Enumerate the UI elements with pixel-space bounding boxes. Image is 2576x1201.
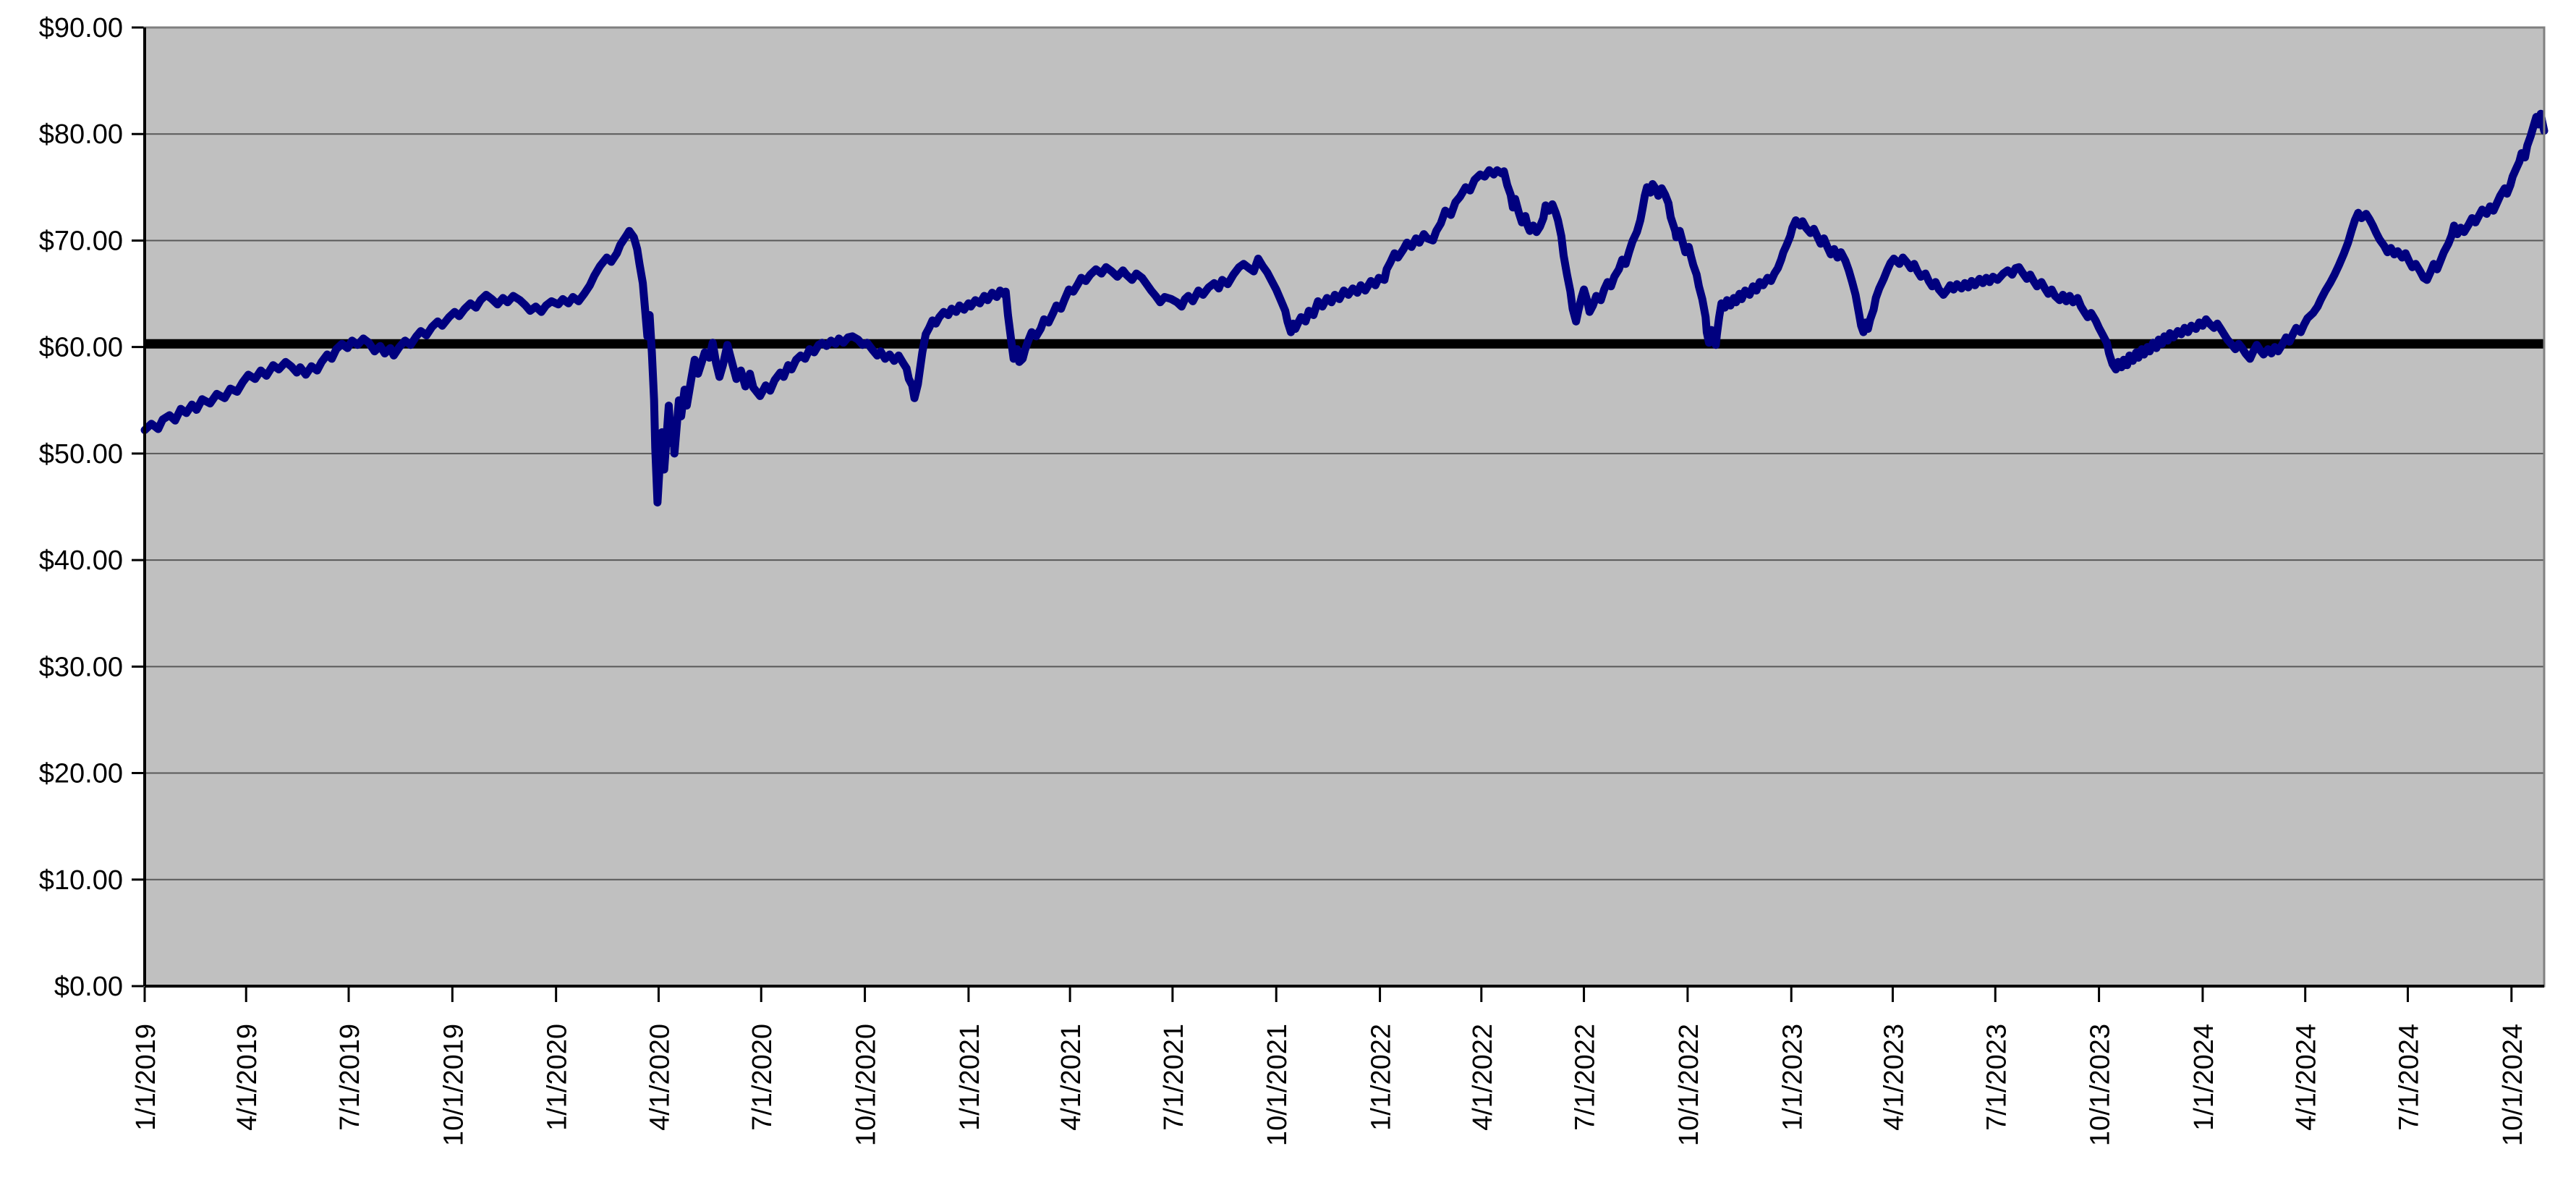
y-axis-label: $40.00	[39, 546, 123, 576]
x-axis-label: 7/1/2022	[1570, 1024, 1601, 1131]
x-axis-label: 10/1/2024	[2498, 1024, 2528, 1146]
x-axis-label: 4/1/2024	[2292, 1024, 2322, 1131]
x-axis-label: 10/1/2022	[1674, 1024, 1704, 1146]
x-axis-label: 4/1/2021	[1056, 1024, 1087, 1131]
y-axis-labels: $0.00 $10.00 $20.00 $30.00 $40.00 $50.00 $60.0…	[39, 13, 123, 1002]
y-axis-label: $30.00	[39, 652, 123, 682]
x-axis-label: 7/1/2019	[335, 1024, 365, 1131]
x-axis-label: 7/1/2021	[1159, 1024, 1189, 1131]
plot-area-background	[145, 27, 2544, 986]
y-axis-label: $10.00	[39, 865, 123, 896]
x-axis-label: 4/1/2023	[1879, 1024, 1909, 1131]
x-axis-label: 4/1/2022	[1468, 1024, 1498, 1131]
x-axis-label: 4/1/2019	[232, 1024, 263, 1131]
x-axis-label: 7/1/2024	[2394, 1024, 2424, 1131]
x-axis-label: 10/1/2023	[2086, 1024, 2116, 1146]
x-axis-label: 10/1/2020	[851, 1024, 882, 1146]
y-axis-label: $70.00	[39, 226, 123, 256]
x-axis-label: 1/1/2019	[131, 1024, 161, 1131]
x-axis-label: 7/1/2023	[1981, 1024, 2012, 1131]
x-axis-label: 1/1/2023	[1777, 1024, 1808, 1131]
price-series-line	[140, 109, 2549, 507]
y-axis-label: $20.00	[39, 759, 123, 789]
x-axis-ticks	[143, 986, 2513, 1002]
x-axis-label: 1/1/2022	[1366, 1024, 1397, 1131]
y-axis-label: $50.00	[39, 439, 123, 470]
x-axis-label: 1/1/2020	[543, 1024, 573, 1131]
y-axis-label: $80.00	[39, 119, 123, 150]
y-axis-ticks	[132, 26, 145, 988]
x-axis-label: 1/1/2021	[955, 1024, 985, 1131]
y-axis-label: $90.00	[39, 13, 123, 43]
x-axis-label: 10/1/2019	[438, 1024, 469, 1146]
x-axis-labels: 1/1/2019 4/1/2019 7/1/2019 10/1/2019 1/1/202…	[131, 1024, 2528, 1146]
x-axis-label: 10/1/2021	[1262, 1024, 1293, 1146]
y-axis-label: $0.00	[54, 972, 123, 1002]
y-axis-label: $60.00	[39, 333, 123, 363]
x-axis-label: 7/1/2020	[747, 1024, 778, 1131]
x-axis-label: 4/1/2020	[645, 1024, 675, 1131]
x-axis-label: 1/1/2024	[2189, 1024, 2219, 1131]
